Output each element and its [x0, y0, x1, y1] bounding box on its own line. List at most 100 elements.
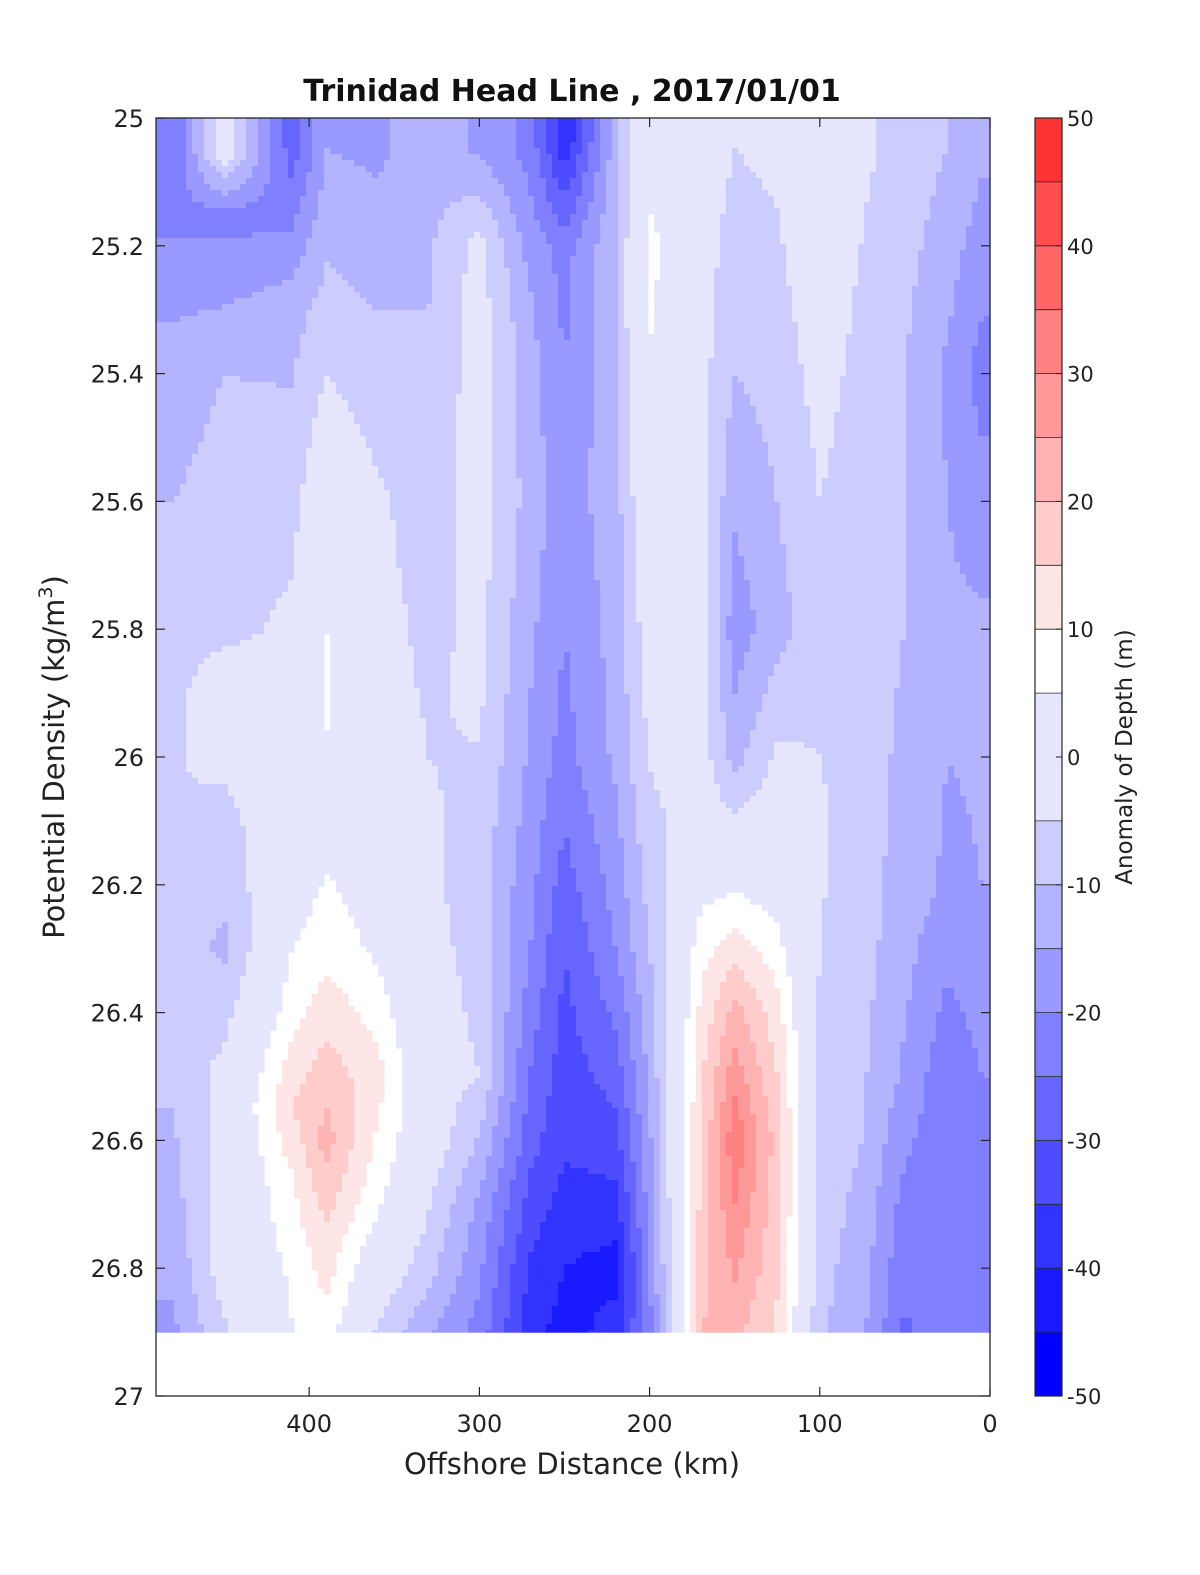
contour-cell: [714, 760, 733, 767]
contour-cell: [540, 994, 559, 1001]
contour-cell: [510, 904, 535, 911]
contour-cell: [546, 814, 595, 821]
contour-cell: [822, 766, 889, 773]
contour-cell: [618, 484, 631, 491]
contour-cell: [690, 1186, 703, 1193]
contour-cell: [714, 1012, 727, 1019]
contour-cell: [156, 472, 187, 479]
contour-cell: [696, 1090, 703, 1097]
contour-cell: [594, 316, 619, 323]
contour-cell: [156, 964, 247, 971]
contour-cell: [942, 988, 955, 995]
contour-cell: [522, 496, 547, 503]
contour-cell: [744, 748, 775, 755]
contour-cell: [702, 1192, 709, 1199]
contour-cell: [570, 220, 583, 227]
contour-cell: [582, 1042, 619, 1049]
contour-cell: [636, 1204, 649, 1211]
contour-cell: [186, 130, 193, 137]
contour-cell: [504, 730, 529, 737]
contour-cell: [654, 778, 715, 785]
contour-cell: [324, 382, 337, 389]
contour-cell: [564, 844, 571, 851]
contour-cell: [618, 358, 631, 365]
contour-cell: [642, 688, 709, 695]
contour-cell: [624, 610, 637, 617]
contour-cell: [798, 1030, 817, 1037]
contour-cell: [732, 1060, 739, 1067]
contour-cell: [192, 124, 205, 131]
contour-cell: [492, 1210, 505, 1217]
contour-cell: [978, 184, 991, 191]
contour-cell: [492, 910, 511, 917]
contour-cell: [774, 1048, 787, 1055]
contour-cell: [528, 712, 559, 719]
contour-cell: [258, 124, 271, 131]
contour-cell: [588, 166, 601, 173]
contour-cell: [780, 1222, 787, 1229]
contour-cell: [498, 1174, 517, 1181]
contour-cell: [804, 394, 841, 401]
contour-cell: [546, 1216, 619, 1223]
contour-cell: [618, 214, 631, 221]
contour-cell: [492, 970, 511, 977]
contour-cell: [732, 550, 739, 557]
contour-cell: [546, 148, 559, 155]
contour-cell: [246, 862, 445, 869]
contour-cell: [228, 922, 253, 929]
contour-cell: [480, 1132, 493, 1139]
contour-cell: [708, 454, 727, 461]
contour-cell: [720, 214, 781, 221]
contour-cell: [156, 1192, 181, 1199]
contour-cell: [732, 562, 745, 569]
contour-cell: [642, 1000, 655, 1007]
contour-cell: [306, 454, 373, 461]
contour-cell: [666, 1078, 685, 1085]
contour-cell: [720, 1180, 733, 1187]
contour-cell: [486, 1174, 499, 1181]
contour-cell: [540, 388, 595, 395]
contour-cell: [870, 1066, 901, 1073]
contour-cell: [558, 184, 571, 191]
contour-cell: [390, 142, 469, 149]
contour-cell: [672, 1258, 685, 1265]
contour-cell: [552, 1090, 607, 1097]
contour-cell: [618, 328, 631, 335]
contour-cell: [690, 1246, 697, 1253]
colorbar-band: [1035, 1140, 1062, 1205]
contour-cell: [486, 1162, 505, 1169]
contour-cell: [972, 388, 991, 395]
contour-cell: [474, 1312, 493, 1319]
contour-cell: [624, 538, 637, 545]
contour-cell: [300, 352, 463, 359]
contour-cell: [732, 382, 745, 389]
contour-cell: [864, 1078, 901, 1085]
contour-cell: [222, 382, 277, 389]
contour-cell: [510, 916, 535, 923]
contour-cell: [612, 142, 619, 149]
contour-cell: [630, 1198, 637, 1205]
contour-cell: [450, 904, 493, 911]
contour-cell: [630, 1216, 637, 1223]
contour-cell: [606, 736, 631, 743]
contour-cell: [726, 976, 745, 983]
contour-cell: [828, 838, 889, 845]
contour-cell: [630, 202, 727, 209]
contour-cell: [732, 1096, 739, 1103]
contour-cell: [624, 1276, 637, 1283]
contour-cell: [498, 232, 523, 239]
contour-cell: [492, 376, 517, 383]
contour-cell: [726, 478, 775, 485]
contour-cell: [510, 628, 535, 635]
contour-cell: [570, 988, 601, 995]
contour-cell: [624, 652, 643, 659]
contour-cell: [270, 616, 409, 623]
contour-cell: [618, 808, 637, 815]
contour-cell: [462, 364, 493, 371]
contour-cell: [492, 1306, 511, 1313]
contour-cell: [516, 586, 541, 593]
contour-cell: [732, 586, 751, 593]
contour-cell: [708, 616, 721, 623]
contour-cell: [720, 1132, 727, 1139]
contour-cell: [762, 178, 871, 185]
